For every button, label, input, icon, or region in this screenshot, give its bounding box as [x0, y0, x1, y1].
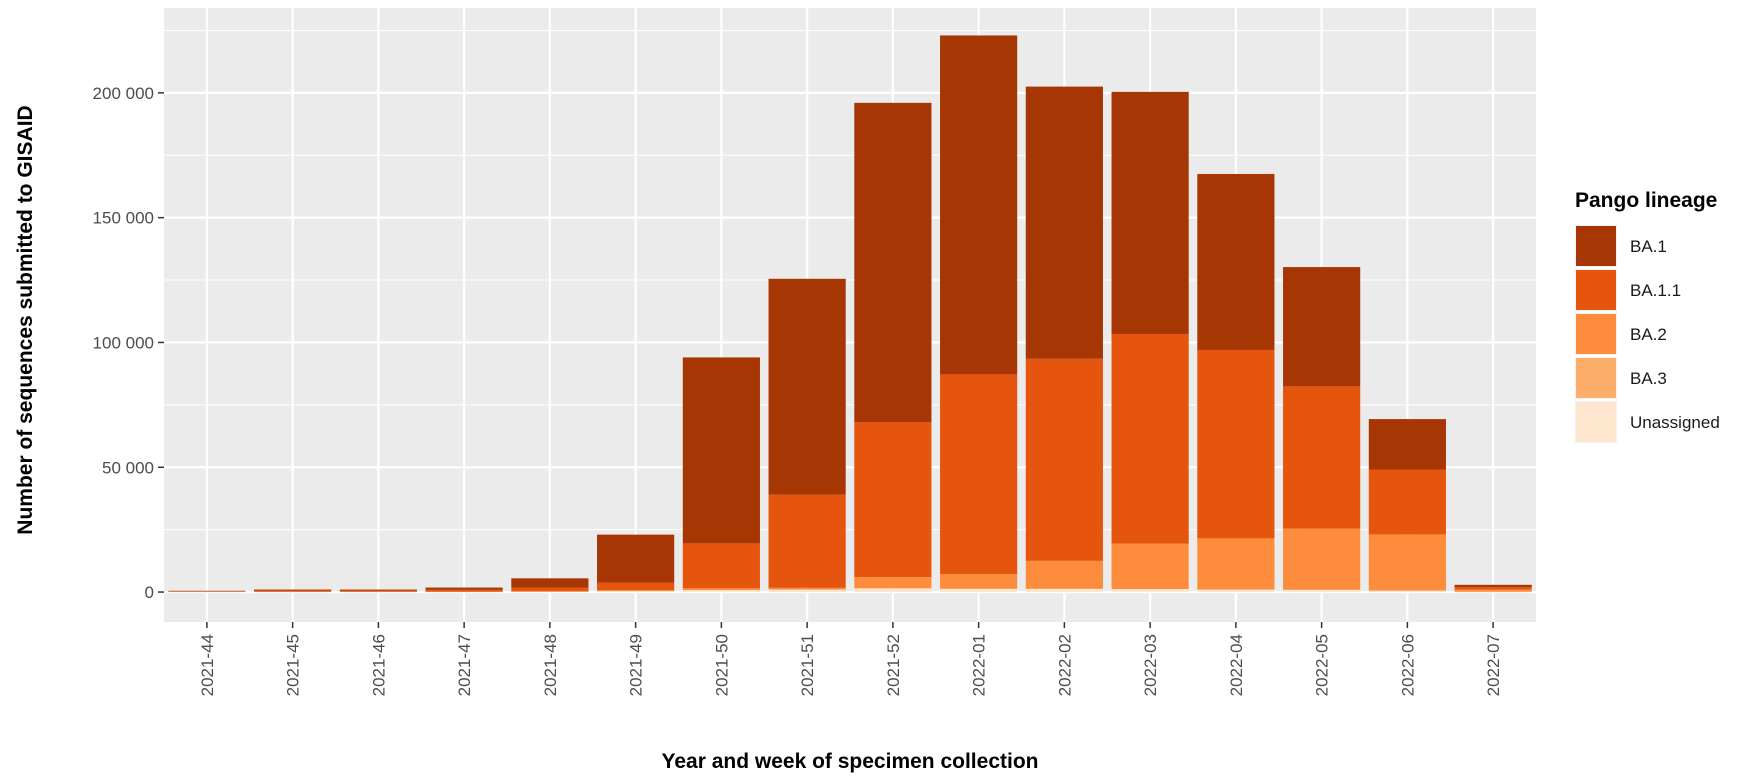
bar-2021-51-ba-1-1 [768, 494, 846, 588]
bar-2021-44-ba-1-1 [168, 591, 246, 592]
bar-2021-51-ba-1 [768, 278, 846, 495]
bar-2021-44-ba-1 [168, 590, 246, 592]
legend-swatch-ba-1-1 [1576, 270, 1616, 310]
bar-2021-45-ba-1-1 [254, 590, 332, 592]
bar-2021-46-unassigned [339, 591, 417, 593]
bar-2021-49-ba-2 [597, 590, 675, 592]
bar-2022-07-ba-2 [1454, 589, 1532, 592]
bar-2021-51-ba-2 [768, 587, 846, 590]
legend-label-ba-2: BA.2 [1630, 325, 1667, 344]
y-tick-label: 200 000 [93, 84, 154, 103]
x-tick-label: 2021-48 [541, 634, 560, 696]
bar-2022-05-ba-1-1 [1283, 386, 1361, 529]
y-axis: 0 50 000 100 000 150 000 200 000 [93, 84, 164, 602]
x-tick-label: 2021-45 [284, 634, 303, 696]
bar-2021-48-ba-1-1 [511, 587, 589, 592]
legend-swatch-ba-3 [1576, 358, 1616, 398]
bar-2022-04-ba-2 [1197, 538, 1275, 590]
bar-2021-51-unassigned [768, 589, 846, 593]
bar-2021-52-unassigned [854, 588, 932, 593]
y-axis-title: Number of sequences submitted to GISAID [14, 105, 37, 534]
x-tick-label: 2022-01 [970, 634, 989, 696]
x-axis-title: Year and week of specimen collection [662, 750, 1039, 773]
x-tick-label: 2022-03 [1141, 634, 1160, 696]
bar-2022-06-unassigned [1368, 590, 1446, 593]
bar-2021-49-ba-1 [597, 534, 675, 583]
bar-2021-46-ba-1-1 [339, 590, 417, 592]
bar-2022-04-unassigned [1197, 589, 1275, 593]
bar-2022-06-ba-1-1 [1368, 469, 1446, 535]
bar-2022-05-ba-1 [1283, 267, 1361, 387]
bar-2021-50-ba-1 [682, 357, 760, 544]
bar-2021-52-ba-1-1 [854, 422, 932, 578]
bar-2022-01-ba-1 [940, 35, 1018, 375]
legend-label-unassigned: Unassigned [1630, 413, 1720, 432]
bar-2022-02-ba-2 [1025, 560, 1103, 589]
bar-2022-06-ba-2 [1368, 534, 1446, 591]
x-tick-label: 2021-52 [884, 634, 903, 696]
y-tick-label: 0 [145, 583, 154, 602]
bar-2021-50-unassigned [682, 590, 760, 593]
legend-swatch-unassigned [1576, 402, 1616, 442]
bar-2022-02-ba-1 [1025, 86, 1103, 359]
legend-label-ba-3: BA.3 [1630, 369, 1667, 388]
legend-swatch-ba-1 [1576, 226, 1616, 266]
legend-swatch-ba-2 [1576, 314, 1616, 354]
bar-2022-01-ba-1-1 [940, 374, 1018, 575]
bar-2021-49-ba-1-1 [597, 582, 675, 591]
x-tick-label: 2021-49 [627, 634, 646, 696]
bar-2021-47-ba-1-1 [425, 589, 503, 592]
bar-2022-02-ba-1-1 [1025, 358, 1103, 561]
bar-2022-07-ba-1 [1454, 584, 1532, 588]
legend-label-ba-1: BA.1 [1630, 237, 1667, 256]
bar-2021-45-unassigned [254, 591, 332, 593]
bar-2021-47-ba-1 [425, 587, 503, 590]
bar-2021-45-ba-1 [254, 589, 332, 591]
bar-2022-05-unassigned [1283, 589, 1361, 593]
x-axis: 2021-44 2021-45 2021-46 2021-47 2021-48 2021-… [198, 622, 1503, 696]
bar-2021-46-ba-1 [339, 589, 417, 591]
y-tick-label: 150 000 [93, 209, 154, 228]
bar-2021-50-ba-1-1 [682, 543, 760, 589]
x-tick-label: 2021-44 [198, 634, 217, 696]
x-tick-label: 2021-51 [798, 634, 817, 696]
bar-2021-50-ba-2 [682, 588, 760, 591]
x-tick-label: 2021-50 [712, 634, 731, 696]
bar-2022-03-ba-1-1 [1111, 333, 1189, 544]
bar-2022-03-unassigned [1111, 589, 1189, 593]
bar-2022-07-unassigned [1454, 591, 1532, 593]
x-tick-label: 2022-02 [1055, 634, 1074, 696]
bars-group [168, 35, 1532, 593]
bar-2022-03-ba-2 [1111, 543, 1189, 590]
x-tick-label: 2021-46 [369, 634, 388, 696]
bar-2021-52-ba-1 [854, 102, 932, 423]
x-tick-label: 2022-07 [1484, 634, 1503, 696]
bar-2022-01-ba-2 [940, 574, 1018, 589]
bar-2022-03-ba-1 [1111, 91, 1189, 334]
bar-2022-06-ba-1 [1368, 419, 1446, 470]
legend-label-ba-1-1: BA.1.1 [1630, 281, 1681, 300]
bar-2022-02-unassigned [1025, 588, 1103, 593]
bar-2022-07-ba-1-1 [1454, 587, 1532, 590]
bar-2021-52-ba-2 [854, 577, 932, 589]
x-tick-label: 2022-06 [1398, 634, 1417, 696]
bar-2021-47-unassigned [425, 591, 503, 593]
bar-2021-49-unassigned [597, 591, 675, 593]
bar-2022-05-ba-2 [1283, 528, 1361, 590]
bar-2022-01-unassigned [940, 588, 1018, 593]
bar-2021-48-ba-1 [511, 578, 589, 588]
y-tick-label: 50 000 [102, 458, 154, 477]
x-tick-label: 2022-04 [1227, 634, 1246, 696]
bar-2022-04-ba-1-1 [1197, 349, 1275, 539]
bar-2022-04-ba-1 [1197, 173, 1275, 350]
x-tick-label: 2022-05 [1313, 634, 1332, 696]
legend-title: Pango lineage [1575, 189, 1717, 212]
bar-2021-48-ba-2 [511, 591, 589, 592]
bar-2021-44-unassigned [168, 591, 246, 593]
y-tick-label: 100 000 [93, 333, 154, 352]
legend: Pango lineage BA.1 BA.1.1 BA.2 BA.3 Unassign… [1575, 189, 1720, 443]
x-tick-label: 2021-47 [455, 634, 474, 696]
